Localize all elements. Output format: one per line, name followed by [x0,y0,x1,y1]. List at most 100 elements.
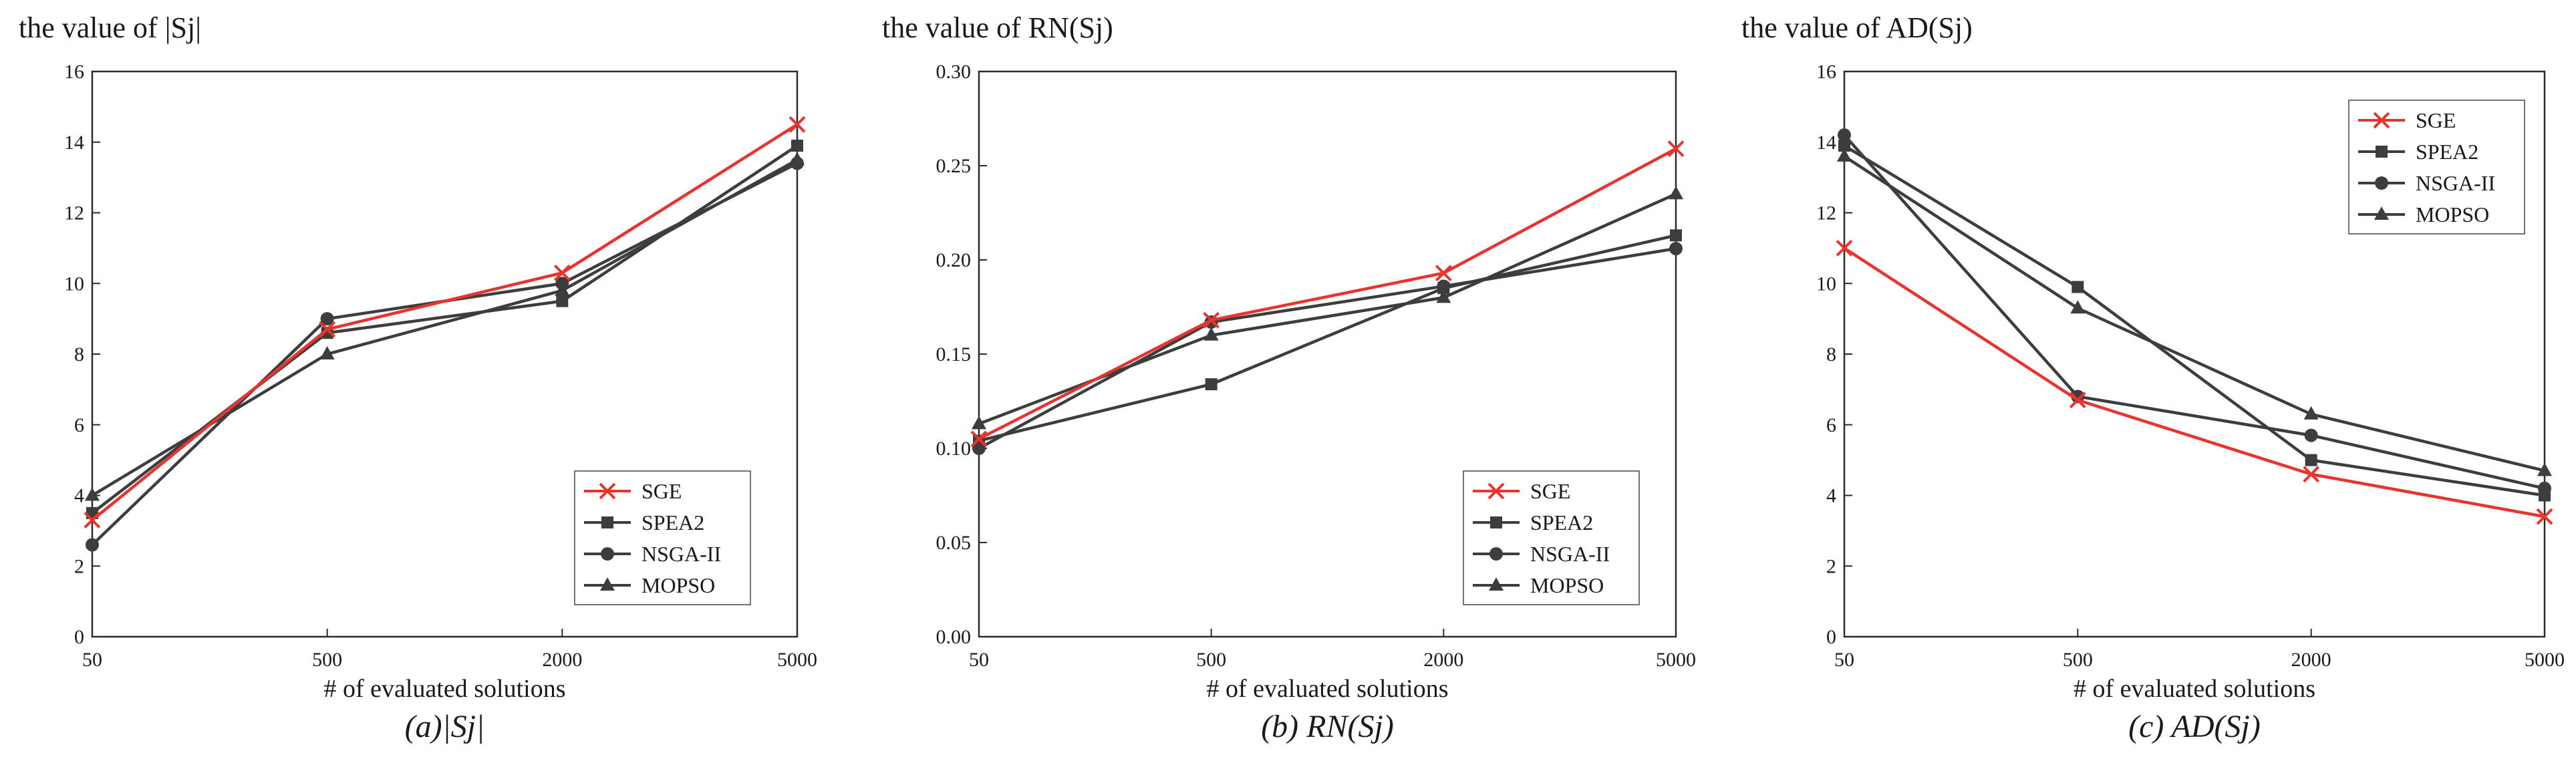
x-axis-label: # of evaluated solutions [324,675,566,703]
legend-marker [2373,112,2390,129]
x-tick-label: 5000 [777,649,817,671]
series-line [978,247,1677,450]
series-line [1843,247,2545,518]
series-nsga-ii [1838,128,2551,495]
data-point [2303,466,2320,483]
series-line [91,144,799,514]
data-point [2304,428,2318,442]
y-tick-label: 2 [1826,555,1836,577]
panel-title: the value of |Sj| [19,11,201,44]
legend-marker [1489,577,1504,591]
y-tick-label: 0.25 [936,155,972,177]
data-point [972,416,986,430]
panel-title: the value of RN(Sj) [882,11,1113,44]
y-tick-label: 0.15 [936,343,972,365]
legend-label: SPEA2 [2416,140,2478,164]
series-spea2 [86,140,803,519]
data-point [85,487,100,501]
chart-panel-a: the value of |Sj| 0 2 4 6 8 10 12 14 16 50 500 2000 5… [19,11,817,744]
legend-marker [601,516,613,528]
legend-label: SGE [2416,108,2456,132]
data-point [556,295,569,307]
series-sge [970,140,1685,448]
data-point [2070,300,2086,314]
data-point [970,430,988,448]
data-point [86,538,99,552]
legend-label: SGE [1530,479,1570,503]
data-point [2537,462,2552,476]
x-tick-label: 5000 [1656,649,1696,671]
y-tick-label: 0.30 [936,61,972,83]
x-tick-label: 50 [1834,649,1854,671]
data-point [789,116,806,133]
series-spea2 [973,229,1682,447]
legend: SGE SPEA2 NSGA-II MOPSO [1463,470,1640,605]
legend-marker [1490,516,1502,528]
data-point [2538,481,2551,495]
panel-caption: (c) AD(Sj) [2128,709,2261,744]
series-line [978,234,1677,442]
data-point [2071,281,2084,293]
y-tick-label: 0.00 [936,626,972,648]
legend-marker [601,547,614,561]
series-line [1843,144,2545,497]
y-tick-label: 0.05 [936,532,972,554]
data-point [791,140,803,152]
data-point [555,282,570,296]
data-point [1669,186,1683,200]
x-tick-label: 2000 [1423,649,1463,671]
legend: SGE SPEA2 NSGA-II MOPSO [2348,100,2525,235]
y-tick-label: 6 [1826,414,1836,436]
data-point [320,312,334,326]
x-tick-label: 500 [312,649,342,671]
x-tick-label: 50 [969,649,989,671]
legend-marker [599,482,616,500]
x-tick-label: 2000 [2291,649,2331,671]
y-tick-label: 16 [1816,61,1836,83]
y-tick-label: 0 [74,626,84,648]
legend-label: MOPSO [1530,573,1604,597]
legend-marker [2374,206,2389,220]
series-sge [1836,239,2553,525]
data-point [1838,128,1851,142]
series-line [978,192,1677,426]
legend: SGE SPEA2 NSGA-II MOPSO [574,470,751,605]
x-tick-label: 50 [82,649,102,671]
series-line [1843,155,2545,472]
data-point [2303,406,2319,420]
legend-marker [1487,482,1505,500]
data-point [319,321,336,338]
series-mopso [1837,148,2552,476]
legend-label: NSGA-II [2416,171,2495,195]
x-axis-label: # of evaluated solutions [1207,675,1449,703]
y-tick-label: 0 [1826,626,1836,648]
data-point [84,512,101,528]
series-line [1843,134,2545,490]
data-point [1670,229,1682,242]
data-point [553,264,571,281]
data-point [1836,239,1853,257]
data-point [1436,289,1451,303]
y-tick-label: 0.20 [936,249,972,271]
data-point [1837,148,1852,162]
data-point [1669,242,1683,256]
data-point [1437,279,1451,293]
data-point [1203,327,1219,341]
y-tick-label: 4 [1826,485,1836,507]
data-point [1838,140,1850,152]
y-tick-label: 0.10 [936,438,972,460]
data-point [972,442,986,455]
series-sge [84,116,806,528]
y-tick-label: 2 [74,555,84,577]
legend-label: MOPSO [2416,202,2489,226]
series-line [978,147,1677,440]
y-tick-label: 8 [1826,343,1836,365]
legend-marker [600,577,615,591]
series-line [91,123,799,522]
legend-marker [2376,146,2388,158]
series-spea2 [1838,140,2551,502]
y-tick-label: 8 [74,343,84,365]
x-tick-label: 500 [1196,649,1226,671]
data-point [1667,140,1685,158]
